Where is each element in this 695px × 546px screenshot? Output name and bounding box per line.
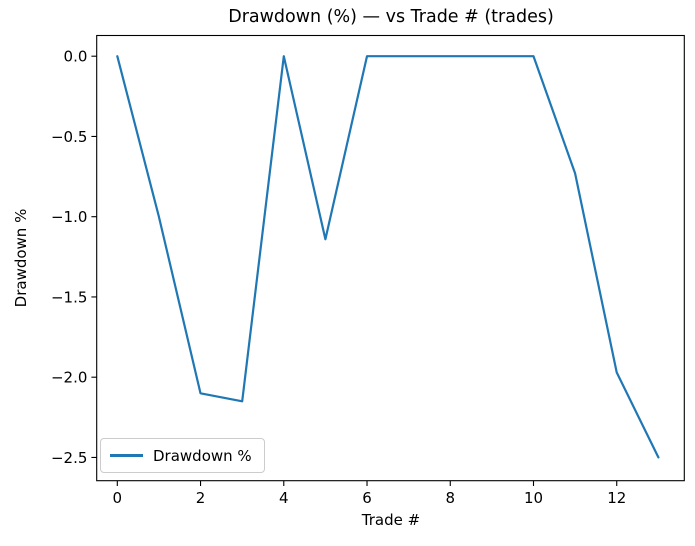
svg-text:0: 0 <box>113 489 123 507</box>
svg-text:8: 8 <box>445 489 455 507</box>
chart-title: Drawdown (%) — vs Trade # (trades) <box>228 7 554 27</box>
svg-text:−0.5: −0.5 <box>51 128 87 146</box>
svg-text:12: 12 <box>607 489 626 507</box>
svg-text:−2.0: −2.0 <box>51 369 87 387</box>
x-axis-ticks: 0 2 4 6 8 10 12 <box>113 480 626 507</box>
svg-text:−2.5: −2.5 <box>51 449 87 467</box>
svg-text:2: 2 <box>196 489 206 507</box>
svg-text:−1.5: −1.5 <box>51 288 87 306</box>
y-axis-ticks: 0.0 −0.5 −1.0 −1.5 −2.0 −2.5 <box>51 48 97 467</box>
svg-text:−1.0: −1.0 <box>51 208 87 226</box>
legend-label: Drawdown % <box>153 446 252 465</box>
svg-text:6: 6 <box>362 489 372 507</box>
svg-text:0.0: 0.0 <box>64 48 88 66</box>
legend: Drawdown % <box>100 438 265 473</box>
svg-text:10: 10 <box>524 489 543 507</box>
svg-text:4: 4 <box>279 489 289 507</box>
plot-frame <box>96 34 685 482</box>
x-axis-label: Trade # <box>361 511 421 529</box>
legend-line-sample <box>110 454 143 457</box>
series-line <box>116 55 660 459</box>
